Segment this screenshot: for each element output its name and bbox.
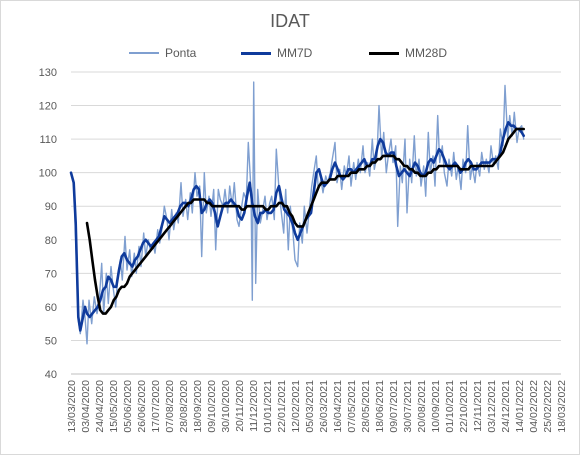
x-tick-label: 24/04/2020 <box>94 380 106 433</box>
x-tick-label: 22/01/2021 <box>276 380 288 433</box>
x-tick-label: 12/11/2021 <box>472 380 484 432</box>
y-tick-label: 60 <box>45 302 57 314</box>
x-tick-label: 30/10/2020 <box>220 380 232 433</box>
x-tick-label: 11/12/2020 <box>248 380 260 432</box>
x-tick-label: 20/11/2020 <box>234 380 246 432</box>
legend-item-ponta: Ponta <box>129 45 196 61</box>
y-tick-label: 100 <box>39 168 57 180</box>
x-tick-label: 01/01/2021 <box>262 380 274 433</box>
x-tick-label: 28/05/2021 <box>360 380 372 433</box>
legend-swatch-mm28d <box>369 51 399 55</box>
x-tick-label: 18/09/2020 <box>192 380 204 433</box>
legend-label-mm28d: MM28D <box>405 46 448 60</box>
x-tick-label: 22/10/2021 <box>458 380 470 433</box>
y-tick-label: 40 <box>45 369 57 381</box>
x-tick-label: 28/08/2020 <box>178 380 190 433</box>
x-tick-label: 07/08/2020 <box>164 380 176 433</box>
x-tick-label: 13/03/2020 <box>66 380 78 433</box>
y-tick-label: 70 <box>45 268 57 280</box>
legend-swatch-ponta <box>129 52 159 54</box>
series-line-mm7d <box>69 121 525 332</box>
x-tick-label: 24/12/2021 <box>500 380 512 433</box>
x-tick-label: 09/10/2020 <box>206 380 218 433</box>
x-tick-label: 10/09/2021 <box>430 380 442 433</box>
x-tick-label: 26/06/2020 <box>136 380 148 433</box>
x-tick-label: 05/03/2021 <box>304 380 316 433</box>
x-tick-label: 26/03/2021 <box>318 380 330 433</box>
y-tick-label: 130 <box>39 67 57 79</box>
x-tick-label: 18/03/2022 <box>556 380 568 433</box>
legend-item-mm7d: MM7D <box>241 45 312 61</box>
legend-label-mm7d: MM7D <box>277 46 313 60</box>
x-tick-label: 09/07/2021 <box>388 380 400 433</box>
x-tick-label: 16/04/2021 <box>332 380 344 433</box>
legend-label-ponta: Ponta <box>165 46 197 60</box>
y-tick-label: 50 <box>45 335 57 347</box>
x-tick-label: 03/12/2021 <box>486 380 498 433</box>
chart-legend: Ponta MM7D MM28D <box>1 45 579 61</box>
x-tick-label: 01/10/2021 <box>444 380 456 433</box>
y-tick-label: 90 <box>45 201 57 213</box>
x-tick-label: 04/02/2022 <box>528 380 540 433</box>
x-tick-label: 03/04/2020 <box>80 380 92 433</box>
x-tick-label: 05/06/2020 <box>122 380 134 433</box>
chart-title: IDAT <box>270 11 310 31</box>
y-tick-label: 110 <box>39 134 57 146</box>
x-tick-label: 15/05/2020 <box>108 380 120 433</box>
y-tick-label: 80 <box>45 235 57 247</box>
x-tick-label: 14/01/2022 <box>514 380 526 433</box>
x-tick-label: 30/07/2021 <box>402 380 414 433</box>
x-tick-label: 12/02/2021 <box>290 380 302 433</box>
x-tick-label: 07/05/2021 <box>346 380 358 433</box>
x-tick-label: 17/07/2020 <box>150 380 162 433</box>
x-tick-label: 18/06/2021 <box>374 380 386 433</box>
x-tick-label: 25/02/2022 <box>542 380 554 433</box>
series-line-mm28d <box>85 127 525 315</box>
y-tick-label: 120 <box>39 101 57 113</box>
legend-swatch-mm7d <box>241 51 271 55</box>
x-tick-label: 20/08/2021 <box>416 380 428 433</box>
legend-item-mm28d: MM28D <box>369 45 447 61</box>
series-line-ponta <box>70 81 525 345</box>
